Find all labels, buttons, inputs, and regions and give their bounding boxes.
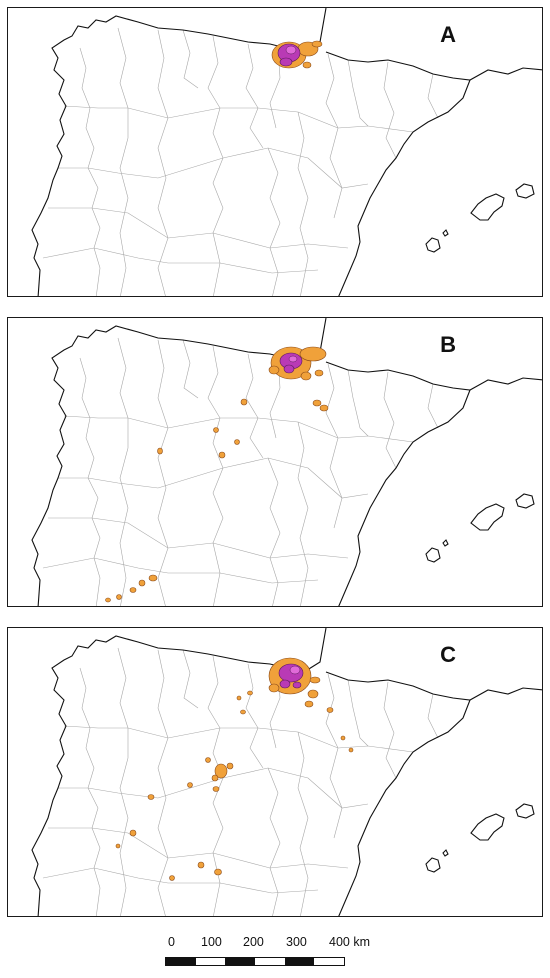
scale-label: 0 [168,935,175,949]
coastline [31,318,327,606]
balearic-island [515,493,535,509]
province-border [48,827,349,869]
province-border [79,357,101,606]
province-border [58,147,369,189]
panel-label: C [440,642,456,667]
coastline [325,361,542,391]
balearic-island [425,857,441,873]
map-panel-a: A [7,7,543,297]
scale-segment [314,958,345,965]
balearic-island [425,547,441,563]
province-border [58,457,369,499]
province-border [347,369,369,437]
iberia-basemap [31,318,542,606]
density-blobs [115,657,354,881]
province-border [427,693,439,739]
map-svg [31,8,542,296]
province-border [63,415,414,443]
map-svg [31,318,542,606]
province-border [297,731,309,916]
province-border [63,105,414,133]
scale-bar: 0 100 200 300 400 km [165,935,370,971]
scale-segment [225,958,256,965]
province-border [182,29,199,89]
province-border [347,679,369,747]
province-border [267,767,281,916]
province-border [157,649,169,916]
balearic-island [515,803,535,819]
province-border [207,345,224,606]
province-border [42,247,319,274]
province-border [42,557,319,584]
scale-segment [255,958,285,965]
coastline [325,51,542,81]
province-border [297,421,309,606]
coastline [31,8,327,296]
province-border [119,728,129,916]
province-border [58,767,369,809]
province-border [383,681,397,779]
density-blobs [271,40,323,69]
province-border [182,649,199,709]
province-border [347,59,369,127]
province-border [245,353,264,459]
province-border [207,35,224,296]
scale-label: 100 [201,935,222,949]
coastline [325,671,542,701]
map-svg [31,628,542,916]
iberia-basemap [31,628,542,916]
map-panel-c: C [7,627,543,917]
province-border [245,43,264,149]
balearic-island [470,193,505,221]
province-border [157,339,169,606]
province-border [119,108,129,296]
province-border [325,363,343,529]
scale-label: 400 km [329,935,370,949]
province-border [48,207,349,249]
province-border [119,418,129,606]
province-border [117,647,129,729]
map-panel-b: B [7,317,543,607]
balearic-island [442,229,449,237]
iberia-basemap [31,8,542,296]
province-border [79,47,101,296]
density-blobs [105,346,329,603]
province-border [157,29,169,296]
province-border [325,53,343,219]
province-border [427,73,439,119]
province-border [63,725,414,753]
coastline [338,389,471,606]
province-border [267,147,281,296]
province-border [48,517,349,559]
province-border [325,673,343,839]
province-border [182,339,199,399]
scale-label: 300 [286,935,307,949]
province-border [79,667,101,916]
balearic-island [442,539,449,547]
balearic-island [470,813,505,841]
province-border [383,371,397,469]
balearic-island [515,183,535,199]
scale-label: 200 [243,935,264,949]
scale-bar-segments [165,957,345,966]
balearic-island [470,503,505,531]
balearic-island [442,849,449,857]
coastline [338,699,471,916]
balearic-island [425,237,441,253]
coastline [338,79,471,296]
coastline [31,628,327,916]
province-border [297,111,309,296]
scale-segment [284,958,315,965]
panel-label: A [440,22,456,47]
panel-label: B [440,332,456,357]
province-border [245,663,264,769]
province-border [117,27,129,109]
scale-segment [166,958,196,965]
province-border [383,61,397,159]
province-border [427,383,439,429]
scale-segment [195,958,226,965]
province-border [42,867,319,894]
province-border [117,337,129,419]
province-border [267,457,281,606]
